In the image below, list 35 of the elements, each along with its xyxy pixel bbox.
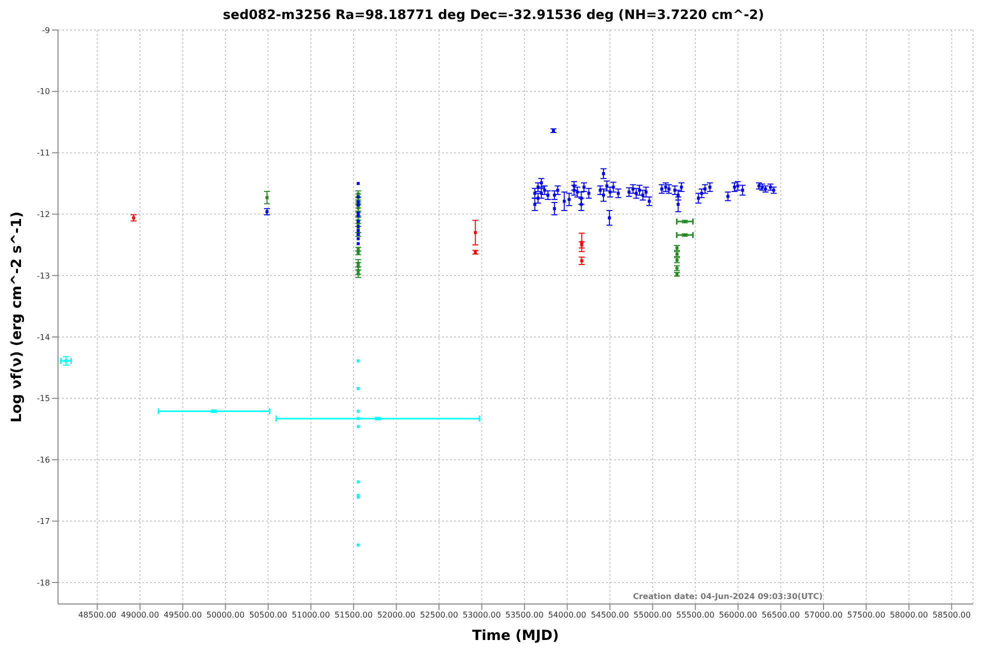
y-tick-label: -18 bbox=[36, 578, 50, 588]
x-tick-label: 57000.00 bbox=[804, 610, 843, 620]
x-tick-label: 56500.00 bbox=[762, 610, 800, 620]
x-tick-label: 53500.00 bbox=[505, 610, 544, 620]
y-tick-label: -17 bbox=[36, 516, 50, 526]
x-tick-label: 48500.00 bbox=[78, 610, 116, 620]
x-tick-label: 50000.00 bbox=[206, 610, 245, 620]
x-tick-label: 56000.00 bbox=[718, 610, 758, 620]
x-axis-title: Time (MJD) bbox=[472, 628, 559, 644]
y-tick-label: -14 bbox=[36, 332, 50, 342]
y-tick-label: -12 bbox=[36, 210, 50, 220]
x-tick-label: 58000.00 bbox=[890, 610, 928, 620]
y-tick-label: -13 bbox=[36, 271, 50, 280]
x-tick-label: 51500.00 bbox=[334, 610, 373, 620]
annotation: Creation date: 04-Jun-2024 09:03:30(UTC) bbox=[633, 592, 823, 601]
x-tick-label: 53000.00 bbox=[462, 610, 501, 620]
y-tick-label: -11 bbox=[36, 148, 50, 158]
x-tick-label: 58500.00 bbox=[932, 610, 971, 620]
x-tick-label: 57500.00 bbox=[847, 610, 886, 620]
x-tick-label: 54000.00 bbox=[548, 610, 586, 620]
y-axis-title: Log νf(ν) (erg cm^-2 s^-1) bbox=[8, 211, 25, 423]
x-tick-label: 49500.00 bbox=[164, 610, 202, 620]
y-tick-label: -15 bbox=[36, 394, 50, 404]
x-tick-label: 55500.00 bbox=[676, 610, 714, 620]
y-tick-label: -9 bbox=[42, 26, 50, 35]
y-tick-label: -10 bbox=[36, 87, 50, 96]
x-tick-label: 54500.00 bbox=[590, 610, 629, 620]
x-tick-label: 49000.00 bbox=[120, 610, 160, 620]
x-tick-label: 55000.00 bbox=[634, 610, 672, 620]
x-tick-label: 52000.00 bbox=[377, 610, 416, 620]
chart-title: sed082-m3256 Ra=98.18771 deg Dec=-32.91536 deg (NH=3.7220 cm^-2) bbox=[222, 8, 766, 25]
x-tick-label: 51000.00 bbox=[292, 610, 330, 620]
x-tick-label: 52500.00 bbox=[420, 610, 458, 620]
x-tick-label: 50500.00 bbox=[249, 610, 288, 620]
y-tick-label: -16 bbox=[36, 456, 50, 465]
